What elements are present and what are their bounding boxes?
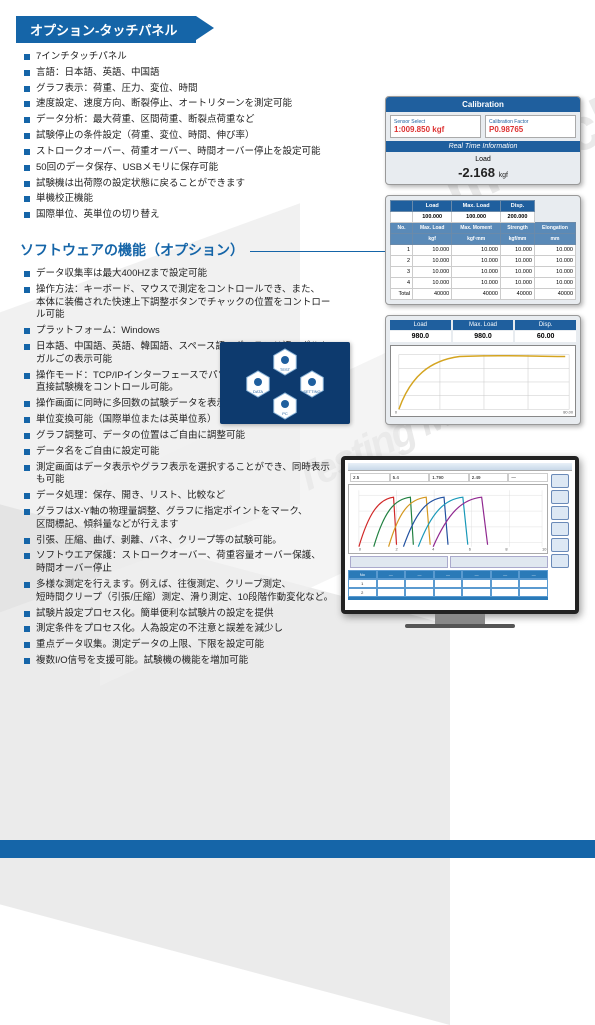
data-table-panel: LoadMax. LoadDisp.100.000100.000200.000N… bbox=[385, 195, 581, 305]
svg-text:6: 6 bbox=[469, 547, 472, 552]
monitor-side-icons bbox=[551, 472, 573, 570]
svg-text:SETTING: SETTING bbox=[303, 389, 320, 394]
calibration-panel: Calibration Sensor Select 1:009.850 kgf … bbox=[385, 96, 581, 185]
svg-text:0: 0 bbox=[359, 547, 362, 552]
list-item: 測定条件をプロセス化。人為設定の不注意と誤差を減少し bbox=[24, 623, 334, 636]
sensor-select: Sensor Select 1:009.850 kgf bbox=[390, 115, 481, 138]
list-item: プラットフォーム：Windows bbox=[24, 325, 334, 338]
software-list: データ収集率は最大400HZまで設定可能操作方法：キーボード、マウスで測定をコン… bbox=[24, 268, 334, 668]
list-item: グラフはX-Y軸の物理量調整、グラフに指定ポイントをマーク、区間標記、傾斜量など… bbox=[24, 506, 334, 532]
list-item: ソフトウエア保護：ストロークオーバー、荷重容量オーバー保護、時間オーバー停止 bbox=[24, 550, 334, 576]
list-item: 試験機は出荷際の設定状態に戻ることができます bbox=[24, 178, 344, 191]
svg-text:TEST: TEST bbox=[280, 367, 291, 372]
svg-text:4: 4 bbox=[432, 547, 435, 552]
list-item: データ名をご自由に設定可能 bbox=[24, 446, 334, 459]
touchpanel-list: 7インチタッチパネル言語：日本語、英語、中国語グラフ表示：荷重、圧力、変位、時間… bbox=[24, 51, 344, 222]
graph-panel: LoadMax. LoadDisp. 980.0980.060.00 0 80.… bbox=[385, 315, 581, 425]
footer-bar bbox=[0, 840, 595, 858]
monitor-graph: 0 2 4 6 8 10 bbox=[348, 484, 548, 554]
data-table: LoadMax. LoadDisp.100.000100.000200.000N… bbox=[390, 200, 576, 300]
graph-area: 0 80.00 bbox=[390, 345, 576, 417]
list-item: グラフ調整可、データの位置はご自由に調整可能 bbox=[24, 430, 334, 443]
section-header-touchpanel: オプション-タッチパネル bbox=[16, 16, 196, 43]
calibration-factor: Calibration Factor P0.98765 bbox=[485, 115, 576, 138]
list-item: 測定画面はデータ表示やグラフ表示を選択することができ、同時表示も可能 bbox=[24, 462, 334, 488]
svg-text:8: 8 bbox=[505, 547, 508, 552]
list-item: 7インチタッチパネル bbox=[24, 51, 344, 64]
svg-text:10: 10 bbox=[542, 547, 547, 552]
list-item: 試験片設定プロセス化。簡単便利な試験片の設定を提供 bbox=[24, 608, 334, 621]
list-item: ストロークオーバー、荷重オーバー、時間オーバー停止を設定可能 bbox=[24, 146, 344, 159]
svg-text:80.00: 80.00 bbox=[563, 409, 574, 414]
list-item: データ分析：最大荷重、区間荷重、断裂点荷重など bbox=[24, 114, 344, 127]
monitor-toolbar bbox=[348, 463, 572, 471]
list-item: 操作方法：キーボード、マウスで測定をコントロールでき、また、本体に装備された快速… bbox=[24, 284, 334, 322]
list-item: 速度設定、速度方向、断裂停止、オートリターンを測定可能 bbox=[24, 98, 344, 111]
list-item: データ収集率は最大400HZまで設定可能 bbox=[24, 268, 334, 281]
list-item: 国際単位、英単位の切り替え bbox=[24, 209, 344, 222]
list-item: 引張、圧縮、曲げ、剥離、バネ、クリープ等の試験可能。 bbox=[24, 535, 334, 548]
list-item: 重点データ収集。測定データの上限、下限を設定可能 bbox=[24, 639, 334, 652]
software-monitor: 2.55.41.7902.49— 0246810 bbox=[341, 456, 579, 628]
list-item: データ処理：保存、開き、リスト、比較など bbox=[24, 490, 334, 503]
svg-text:0: 0 bbox=[395, 409, 398, 414]
list-item: 多様な測定を行えます。例えば、往復測定、クリープ測定、短時間クリープ（引張/圧縮… bbox=[24, 579, 334, 605]
list-item: 複数I/O信号を支援可能。試験機の機能を増加可能 bbox=[24, 655, 334, 668]
list-item: 試験停止の条件設定（荷重、変位、時間、伸び率） bbox=[24, 130, 344, 143]
list-item: グラフ表示：荷重、圧力、変位、時間 bbox=[24, 83, 344, 96]
svg-text:PC: PC bbox=[282, 411, 288, 416]
list-item: 言語：日本語、英語、中国語 bbox=[24, 67, 344, 80]
svg-text:DATA: DATA bbox=[253, 389, 263, 394]
list-item: 50回のデータ保存、USBメモリに保存可能 bbox=[24, 162, 344, 175]
list-item: 単機校正機能 bbox=[24, 193, 344, 206]
svg-text:2: 2 bbox=[396, 547, 398, 552]
hex-menu: TEST DATA SETTING PC bbox=[220, 342, 350, 424]
panel-title: Calibration bbox=[386, 97, 580, 112]
